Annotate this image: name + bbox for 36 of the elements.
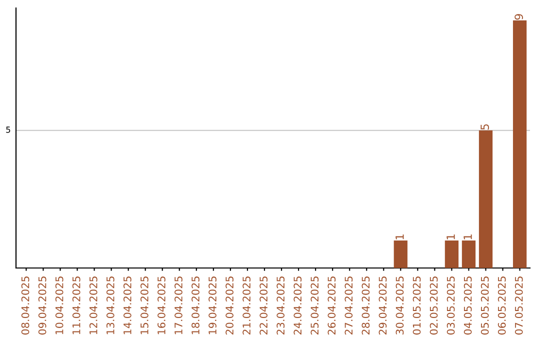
x-tick-label: 23.04.2025	[276, 276, 285, 335]
ref-line-label: 5	[6, 126, 10, 133]
x-tick-label: 29.04.2025	[378, 276, 387, 335]
data-label: 1	[446, 234, 455, 240]
x-tick-label: 22.04.2025	[260, 276, 268, 335]
x-tick-label: 01.05.2025	[412, 276, 421, 335]
x-tick-label: 28.04.2025	[362, 276, 370, 335]
x-tick-label: 16.04.2025	[158, 276, 166, 334]
x-tick-label: 08.04.2025	[21, 276, 30, 335]
data-label: 1	[464, 234, 472, 240]
x-tick-label: 25.04.2025	[310, 276, 319, 335]
x-tick-label: 17.04.2025	[174, 276, 182, 334]
x-tick-label: 20.04.2025	[226, 276, 234, 335]
x-tick-label: 12.04.2025	[89, 276, 98, 334]
x-tick-label: 02.05.2025	[430, 276, 438, 335]
x-tick-label: 09.04.2025	[38, 276, 46, 335]
x-tick-label: 05.05.2025	[480, 276, 489, 335]
x-tick-label: 24.04.2025	[294, 276, 302, 335]
data-label: 5	[480, 124, 489, 130]
data-label: 9	[514, 14, 524, 20]
x-tick-label: 27.04.2025	[344, 276, 353, 335]
x-tick-label: 18.04.2025	[192, 276, 200, 334]
x-tick-label: 19.04.2025	[208, 276, 216, 334]
x-tick-label: 11.04.2025	[72, 276, 80, 334]
x-tick-label: 10.04.2025	[55, 276, 64, 334]
data-label: 1	[396, 234, 404, 240]
x-tick-label: 21.04.2025	[242, 276, 250, 335]
x-tick-label: 15.04.2025	[140, 276, 148, 334]
x-tick-label: 13.04.2025	[106, 276, 114, 334]
x-tick-label: 03.05.2025	[446, 276, 455, 335]
x-tick-label: 06.05.2025	[498, 276, 506, 335]
x-tick-label: 14.04.2025	[123, 276, 132, 334]
x-tick-label: 07.05.2025	[514, 276, 523, 335]
x-tick-label: 26.04.2025	[328, 276, 336, 335]
x-tick-label: 04.05.2025	[464, 276, 472, 335]
x-tick-label: 30.04.2025	[396, 276, 404, 334]
